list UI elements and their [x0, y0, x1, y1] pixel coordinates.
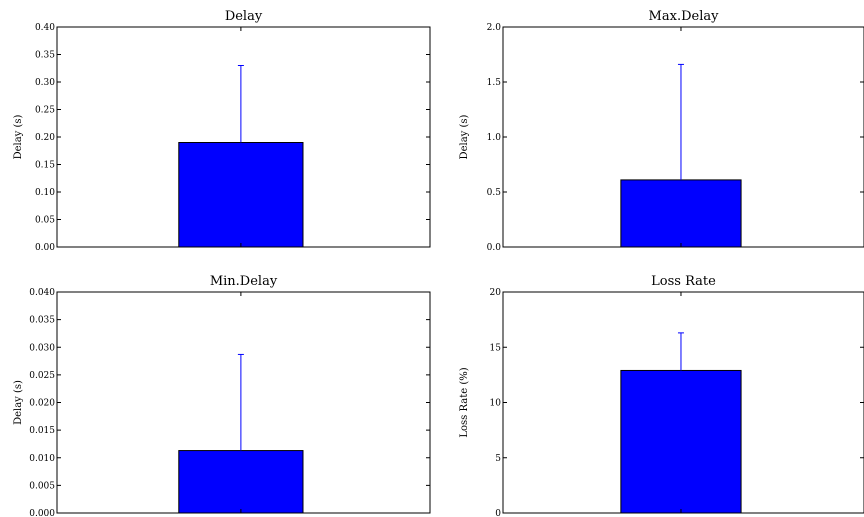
chart-title: Delay — [225, 9, 263, 24]
y-tick-label: 0.10 — [35, 188, 55, 198]
y-tick-label: 0.40 — [35, 23, 55, 33]
bar — [178, 450, 304, 514]
y-axis-label: Delay (s) — [13, 380, 24, 425]
y-axis-label: Loss Rate (%) — [459, 367, 470, 437]
y-tick-label: 0.000 — [29, 509, 55, 517]
y-axis-label: Delay (s) — [13, 114, 24, 159]
y-tick-label: 15 — [490, 343, 502, 353]
y-tick-label: 0.0 — [487, 243, 502, 253]
chart-title: Max.Delay — [649, 9, 720, 24]
chart-panel: 0 5 10 15 20 Loss Rate Loss Rate (%) — [459, 274, 864, 517]
chart-title: Min.Delay — [210, 274, 278, 289]
bar — [178, 142, 304, 248]
y-tick-label: 0.05 — [35, 216, 55, 226]
y-tick-label: 0.30 — [35, 78, 55, 88]
y-tick-label: 2.0 — [487, 23, 502, 33]
chart-panel: 0.0 0.5 1.0 1.5 2.0 Max.Delay Delay (s) — [459, 9, 864, 253]
y-tick-label: 0 — [495, 509, 501, 517]
chart-title: Loss Rate — [651, 274, 716, 289]
y-tick-label: 0.20 — [35, 133, 55, 143]
y-tick-label: 0.020 — [29, 399, 55, 409]
y-tick-label: 0.15 — [35, 161, 55, 171]
y-tick-label: 0.5 — [487, 188, 502, 198]
bar — [620, 179, 742, 248]
y-tick-label: 10 — [490, 399, 502, 409]
y-tick-label: 0.00 — [35, 243, 55, 253]
chart-panel: 0.000 0.005 0.010 0.015 0.020 0.025 0.030 0.035… — [13, 274, 431, 517]
y-tick-label: 20 — [490, 288, 502, 298]
y-tick-label: 0.040 — [29, 288, 55, 298]
y-tick-label: 0.35 — [35, 51, 55, 61]
y-tick-label: 0.030 — [29, 343, 55, 353]
y-tick-label: 0.015 — [29, 426, 55, 436]
y-tick-label: 1.0 — [487, 133, 502, 143]
y-tick-label: 1.5 — [487, 78, 502, 88]
y-tick-label: 0.035 — [29, 316, 55, 326]
y-axis-label: Delay (s) — [459, 114, 470, 159]
y-tick-label: 5 — [495, 454, 501, 464]
bar — [620, 369, 742, 514]
y-tick-label: 0.005 — [29, 481, 55, 491]
chart-panel: 0.00 0.05 0.10 0.15 0.20 0.25 0.30 0.35 0.40 Dela… — [13, 9, 431, 253]
y-tick-label: 0.010 — [29, 454, 55, 464]
y-tick-label: 0.025 — [29, 371, 55, 381]
y-tick-label: 0.25 — [35, 106, 55, 116]
